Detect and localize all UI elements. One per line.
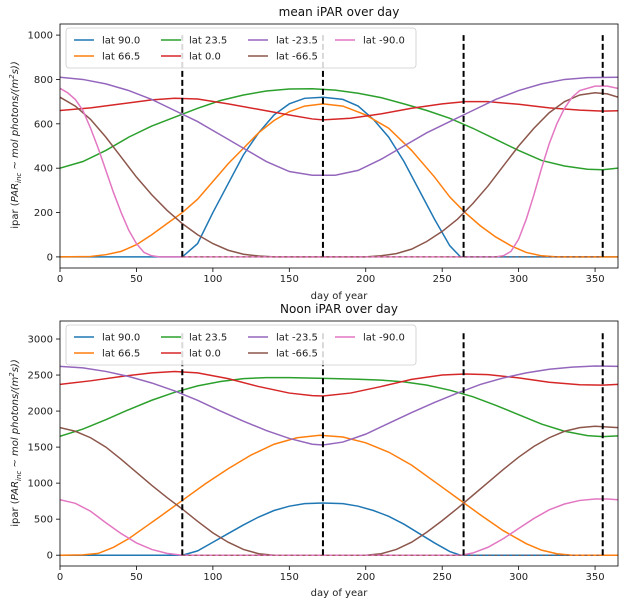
y-tick-label: 0 — [47, 551, 53, 562]
x-tick-label: 350 — [586, 274, 605, 285]
legend-box — [65, 27, 417, 69]
series-group — [60, 333, 618, 556]
series-line-lat-23_5 — [60, 376, 618, 438]
chart-title: Noon iPAR over day — [280, 302, 398, 316]
legend: lat 90.0 lat 66.5 lat 23.5 lat 0.0 lat -23.5… — [65, 27, 417, 69]
series-line-lat--23_5 — [60, 365, 618, 446]
legend-label: lat 90.0 — [102, 333, 140, 344]
legend-label: lat -90.0 — [363, 36, 405, 47]
y-tick-label: 600 — [34, 119, 53, 130]
legend-label: lat -90.0 — [363, 333, 405, 344]
x-axis-label: day of year — [311, 588, 369, 599]
x-tick-label: 200 — [356, 274, 375, 285]
x-tick-label: 150 — [280, 572, 299, 583]
y-tick-label: 1000 — [28, 479, 53, 490]
series-line-lat--23_5 — [60, 76, 618, 177]
legend-label: lat 90.0 — [102, 36, 140, 47]
series-line-lat-23_5 — [60, 88, 618, 171]
legend-box — [65, 324, 417, 366]
chart-mean-ipar: mean iPAR over day day of year ipar (PAR… — [8, 5, 619, 302]
chart-noon-ipar: Noon iPAR over day day of year ipar (PAR… — [8, 302, 619, 599]
legend-label: lat 23.5 — [189, 36, 227, 47]
x-axis-label: day of year — [311, 291, 369, 302]
y-tick-label: 0 — [47, 252, 53, 263]
legend-label: lat -23.5 — [276, 333, 318, 344]
y-tick-label: 400 — [34, 164, 53, 175]
legend-label: lat 23.5 — [189, 333, 227, 344]
series-line-lat-0_0 — [60, 97, 618, 121]
y-tick-label: 200 — [34, 208, 53, 219]
series-group — [60, 35, 618, 258]
legend-label: lat 66.5 — [102, 349, 140, 360]
x-tick-label: 300 — [509, 572, 528, 583]
x-tick-label: 50 — [130, 572, 143, 583]
legend-label: lat -66.5 — [276, 52, 318, 63]
series-line-lat--90_0 — [60, 498, 618, 556]
series-line-lat--66_5 — [60, 425, 618, 556]
y-tick-label: 800 — [34, 75, 53, 86]
y-tick-label: 1500 — [28, 443, 53, 454]
series-line-lat-90_0 — [60, 502, 618, 556]
y-tick-label: 2000 — [28, 407, 53, 418]
legend-label: lat -66.5 — [276, 349, 318, 360]
x-tick-label: 100 — [203, 274, 222, 285]
y-tick-label: 2500 — [28, 371, 53, 382]
x-tick-label: 250 — [433, 274, 452, 285]
legend-label: lat 66.5 — [102, 52, 140, 63]
x-tick-label: 250 — [433, 572, 452, 583]
plot-area: 0 50 100 150 200 250 300 350 0 500 1000 1500 2000 250… — [28, 320, 619, 583]
series-line-lat-66_5 — [60, 434, 618, 556]
x-tick-label: 200 — [356, 572, 375, 583]
legend: lat 90.0 lat 66.5 lat 23.5 lat 0.0 lat -23.5… — [65, 324, 417, 366]
y-axis-label: ipar (PARinc ~ mol photons/(m2s)) — [8, 61, 23, 228]
legend-label: lat 0.0 — [189, 52, 221, 63]
x-tick-label: 100 — [203, 572, 222, 583]
series-line-lat--66_5 — [60, 92, 618, 258]
plot-area: 0 50 100 150 200 250 300 350 0 200 400 600 800 1000 la… — [28, 23, 619, 285]
series-line-lat-90_0 — [60, 96, 618, 258]
chart-title: mean iPAR over day — [279, 5, 400, 19]
legend-label: lat 0.0 — [189, 349, 221, 360]
x-tick-label: 350 — [586, 572, 605, 583]
y-tick-label: 3000 — [28, 335, 53, 346]
x-tick-label: 0 — [57, 274, 63, 285]
axes-frame — [59, 320, 619, 567]
series-line-lat-66_5 — [60, 103, 618, 258]
x-tick-label: 0 — [57, 572, 63, 583]
x-tick-label: 150 — [280, 274, 299, 285]
x-tick-label: 50 — [130, 274, 143, 285]
legend-label: lat -23.5 — [276, 36, 318, 47]
y-tick-label: 500 — [34, 515, 53, 526]
x-tick-label: 300 — [509, 274, 528, 285]
series-line-lat--90_0 — [60, 85, 618, 258]
y-tick-label: 1000 — [28, 31, 53, 42]
y-axis-label: ipar (PARinc ~ mol photons/(m2s)) — [8, 359, 23, 526]
series-line-lat-0_0 — [60, 370, 618, 397]
axes-frame — [59, 23, 619, 269]
